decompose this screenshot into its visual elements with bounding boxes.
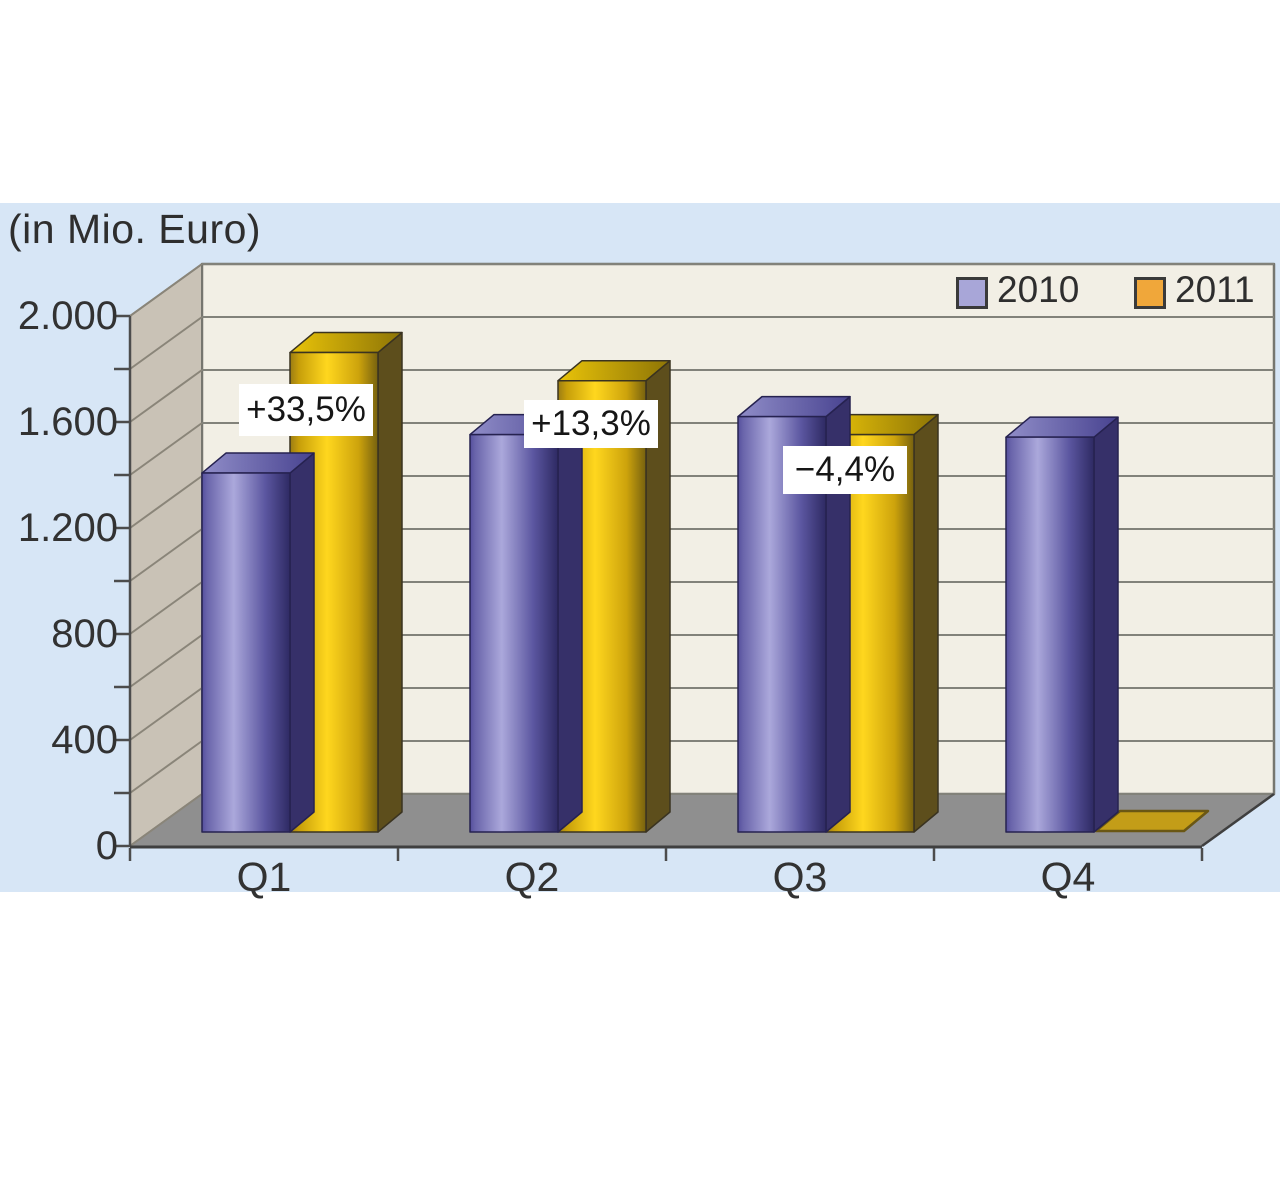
- annotation-q2-change: +13,3%: [524, 400, 658, 448]
- y-tick-label-1600: 1.600: [17, 400, 118, 444]
- x-label-q1: Q1: [236, 854, 292, 900]
- y-tick-label-0: 0: [95, 824, 118, 868]
- y-axis-unit-title: (in Mio. Euro): [8, 206, 262, 252]
- annotation-q1-change: +33,5%: [239, 384, 373, 436]
- annotation-q3-change: −4,4%: [783, 446, 907, 494]
- x-label-q4: Q4: [1040, 854, 1096, 900]
- chart-axis-ticks: [114, 314, 1275, 861]
- legend-label-2010: 2010: [997, 269, 1080, 310]
- legend-label-2011: 2011: [1175, 269, 1255, 310]
- chart-bars: [201, 331, 1210, 833]
- y-tick-label-1200: 1.200: [17, 506, 118, 550]
- y-tick-label-800: 800: [51, 612, 118, 656]
- legend-swatch-2011: [1134, 277, 1166, 309]
- x-label-q3: Q3: [772, 854, 828, 900]
- legend-swatch-2010: [956, 277, 988, 309]
- y-tick-label-2000: 2.000: [17, 294, 118, 338]
- x-label-q2: Q2: [504, 854, 560, 900]
- y-tick-label-400: 400: [51, 718, 118, 762]
